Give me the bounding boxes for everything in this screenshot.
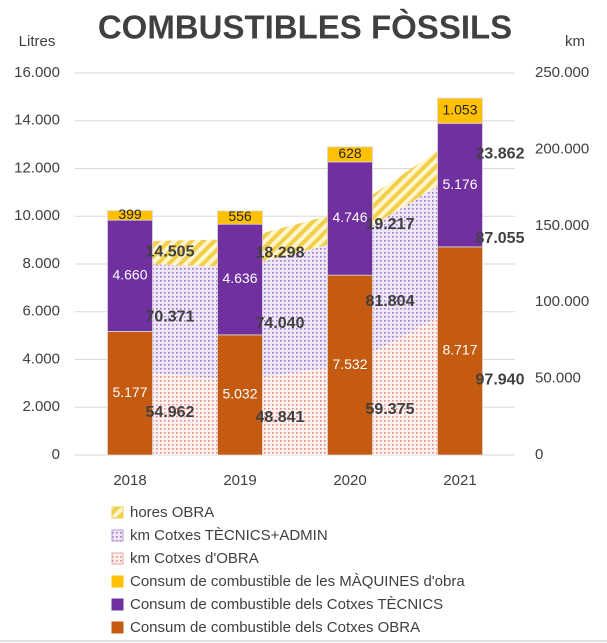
area-value-label: 87.055: [476, 230, 525, 247]
bar-value-label: 4.636: [222, 270, 257, 286]
y2-tick-label: 200.000: [535, 140, 589, 157]
y-tick-label: 4.000: [22, 350, 60, 367]
y2-tick-label: 100.000: [535, 293, 589, 310]
legend-label: km Cotxes d'OBRA: [130, 550, 259, 567]
y-tick-label: 12.000: [14, 159, 60, 176]
area-value-label: 74.040: [256, 315, 305, 332]
legend-label: Consum de combustible dels Cotxes OBRA: [130, 619, 420, 636]
bar: [107, 210, 153, 221]
y-tick-label: 16.000: [14, 64, 60, 81]
x-tick-label: 2020: [333, 472, 366, 489]
legend-swatch: [111, 529, 124, 542]
legend-swatch: [111, 506, 124, 519]
y-tick-label: 8.000: [22, 255, 60, 272]
area-value-label: 14.505: [146, 244, 195, 261]
area-value-label: 70.371: [146, 308, 195, 325]
legend-swatch: [111, 598, 124, 611]
bar: [217, 334, 263, 456]
x-tick-label: 2019: [223, 472, 256, 489]
y-tick-label: 0: [52, 446, 60, 463]
y-axis-label: Litres: [19, 33, 56, 50]
bar: [437, 97, 483, 124]
bar-value-label: 5.176: [442, 176, 477, 192]
y2-tick-label: 150.000: [535, 217, 589, 234]
bar-value-label: 628: [338, 145, 362, 161]
bar-value-label: 8.717: [442, 342, 477, 358]
bar: [107, 330, 153, 456]
area-value-label: 18.298: [256, 244, 305, 261]
y2-axis-label: km: [565, 33, 585, 50]
y-tick-label: 10.000: [14, 207, 60, 224]
y-tick-label: 6.000: [22, 303, 60, 320]
bar: [327, 161, 373, 276]
legend-swatch: [111, 552, 124, 565]
x-tick-label: 2021: [443, 472, 476, 489]
y-tick-label: 2.000: [22, 398, 60, 415]
bar-value-label: 5.177: [112, 384, 147, 400]
bar: [107, 219, 153, 332]
bar-value-label: 399: [118, 206, 142, 222]
bar: [437, 122, 483, 248]
legend-swatch: [111, 575, 124, 588]
y2-tick-label: 0: [535, 446, 543, 463]
bar: [327, 274, 373, 456]
area-value-label: 54.962: [146, 404, 195, 421]
bar-value-label: 5.032: [222, 386, 257, 402]
y2-tick-label: 250.000: [535, 64, 589, 81]
bar: [437, 246, 483, 456]
area-value-label: 19.217: [366, 216, 415, 233]
area-value-label: 97.940: [476, 371, 525, 388]
bar-value-label: 556: [228, 208, 252, 224]
bar-value-label: 4.746: [332, 209, 367, 225]
area-value-label: 48.841: [256, 409, 305, 426]
area: [130, 305, 460, 455]
area: [130, 172, 460, 381]
legend-label: Consum de combustible de les MÀQUINES d'…: [130, 573, 465, 590]
bar-value-label: 7.532: [332, 356, 367, 372]
y2-tick-label: 50.000: [535, 370, 581, 387]
bar-value-label: 4.660: [112, 266, 147, 282]
chart-title: COMBUSTIBLES FÒSSILS: [98, 9, 512, 46]
legend-label: km Cotxes TÈCNICS+ADMIN: [130, 527, 328, 544]
area-value-label: 23.862: [476, 145, 525, 162]
bar: [327, 146, 373, 163]
area: [130, 135, 460, 268]
area-value-label: 59.375: [366, 401, 415, 418]
legend-swatch: [111, 621, 124, 634]
y-tick-label: 14.000: [14, 112, 60, 129]
x-tick-label: 2018: [113, 472, 146, 489]
bar: [217, 210, 263, 225]
legend-label: hores OBRA: [130, 504, 214, 521]
bar-value-label: 1.053: [442, 101, 477, 117]
area-value-label: 81.804: [366, 293, 415, 310]
legend-label: Consum de combustible dels Cotxes TÈCNIC…: [130, 596, 443, 613]
